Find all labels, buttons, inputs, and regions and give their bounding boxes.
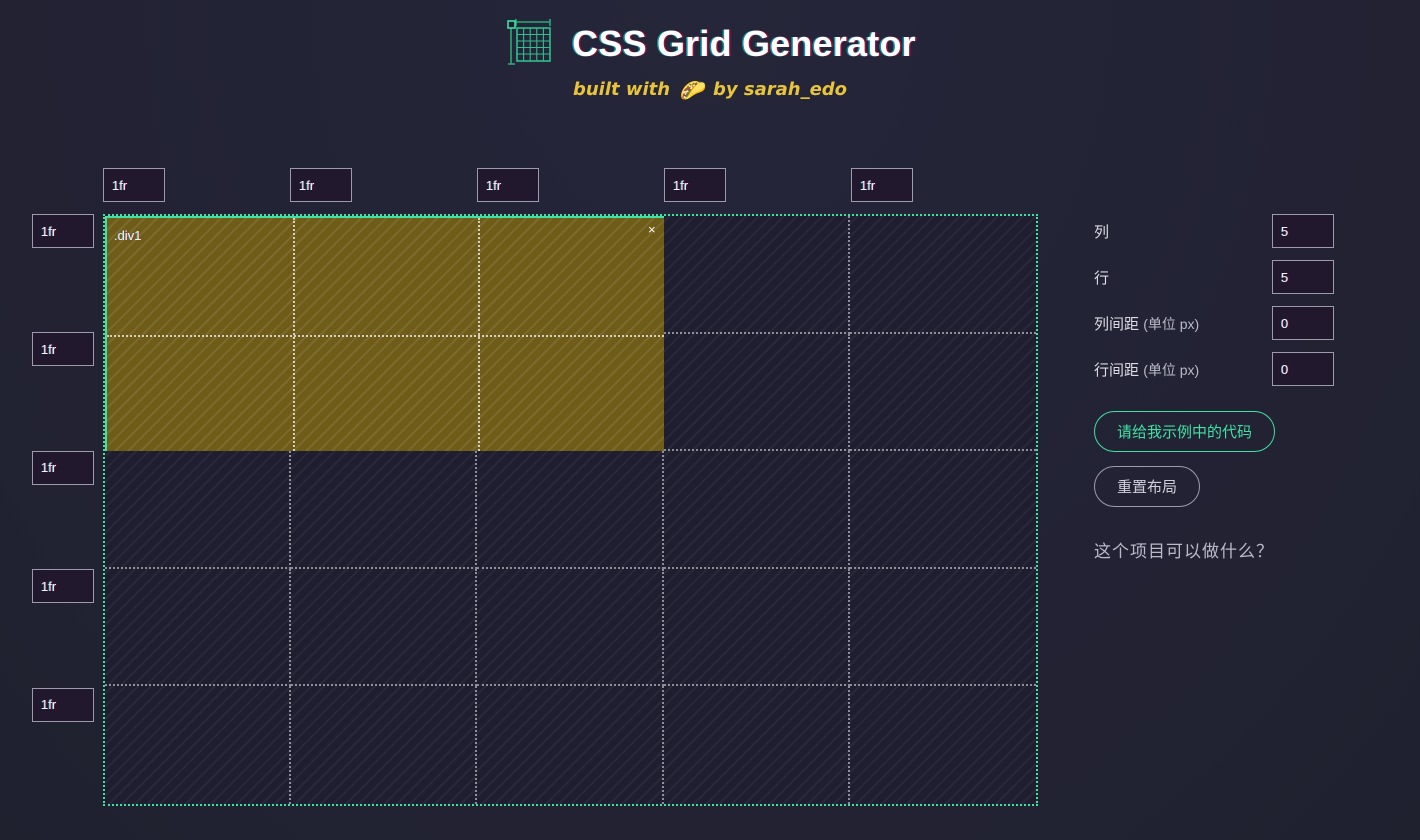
row-track-inputs [32, 214, 94, 806]
column-track-cell [851, 168, 1038, 202]
column-size-input-2[interactable] [290, 168, 352, 202]
grid-cell[interactable] [663, 216, 850, 334]
grid-cell[interactable] [477, 686, 664, 804]
title-row: CSS Grid Generator [504, 18, 916, 70]
subtitle-author: by sarah_edo [713, 79, 848, 100]
column-size-input-3[interactable] [477, 168, 539, 202]
subtitle: built with 🌮 by sarah_edo [573, 79, 847, 100]
columns-field-label: 列 [1094, 223, 1110, 241]
grid-cell[interactable] [849, 333, 1036, 452]
selected-area-label: .div1 [114, 228, 142, 243]
row-track-cell [32, 450, 94, 569]
column-track-cell [103, 168, 290, 202]
columns-field-row: 列 [1094, 214, 1334, 248]
row-track-cell [32, 332, 94, 450]
row-track-cell [32, 687, 94, 806]
row-size-input-5[interactable] [32, 687, 94, 722]
columns-input[interactable] [1272, 214, 1334, 248]
column-gap-field-label: 列间距 (单位 px) [1094, 315, 1200, 333]
grid-table-icon [504, 18, 556, 70]
grid-cell[interactable] [291, 686, 478, 804]
page-title: CSS Grid Generator [572, 23, 916, 64]
row-track-cell [32, 569, 94, 687]
show-code-button[interactable]: 请给我示例中的代码 [1094, 411, 1276, 452]
selection-divider-horizontal [107, 334, 664, 337]
column-track-cell [477, 168, 664, 202]
grid-cell[interactable] [105, 451, 292, 569]
grid-cell[interactable] [291, 451, 478, 569]
grid-cell[interactable] [849, 686, 1036, 804]
column-gap-input[interactable] [1272, 306, 1334, 340]
taco-icon: 🌮 [679, 77, 704, 102]
column-size-input-4[interactable] [664, 168, 726, 202]
column-track-cell [664, 168, 851, 202]
row-size-input-4[interactable] [32, 569, 94, 604]
rows-input[interactable] [1272, 260, 1334, 294]
settings-sidebar: 列 行 列间距 (单位 px) 行间距 (单位 px) 请给我示例中的代码 重置… [1094, 214, 1334, 562]
column-track-inputs [103, 168, 1038, 202]
grid-cell[interactable] [105, 686, 292, 804]
grid-cell[interactable] [663, 333, 850, 452]
grid-cell[interactable] [849, 216, 1036, 334]
grid-cell[interactable] [477, 451, 664, 569]
grid-cell[interactable] [663, 451, 850, 569]
rows-field-label: 行 [1094, 269, 1110, 287]
rows-field-row: 行 [1094, 260, 1334, 294]
row-size-input-2[interactable] [32, 332, 94, 367]
close-icon[interactable]: × [648, 222, 656, 237]
help-link[interactable]: 这个项目可以做什么？ [1094, 542, 1274, 561]
grid-cell[interactable] [291, 568, 478, 687]
row-size-input-3[interactable] [32, 450, 94, 485]
column-track-cell [290, 168, 477, 202]
column-gap-field-row: 列间距 (单位 px) [1094, 306, 1334, 340]
grid-cell[interactable] [663, 686, 850, 804]
row-gap-input[interactable] [1272, 352, 1334, 386]
grid-cell[interactable] [849, 451, 1036, 569]
page-header: CSS Grid Generator built with 🌮 by sarah… [0, 0, 1420, 130]
grid-preview[interactable]: .div1 × [103, 214, 1038, 806]
row-size-input-1[interactable] [32, 214, 94, 248]
grid-cell[interactable] [849, 568, 1036, 687]
column-size-input-5[interactable] [851, 168, 913, 202]
reset-layout-button[interactable]: 重置布局 [1094, 466, 1201, 507]
grid-cell[interactable] [663, 568, 850, 687]
column-size-input-1[interactable] [103, 168, 165, 202]
grid-cell[interactable] [105, 568, 292, 687]
row-track-cell [32, 214, 94, 332]
subtitle-prefix: built with [572, 79, 671, 100]
row-gap-field-label: 行间距 (单位 px) [1094, 361, 1200, 379]
row-gap-field-row: 行间距 (单位 px) [1094, 352, 1334, 386]
selected-grid-area[interactable]: .div1 × [105, 216, 664, 452]
grid-cell[interactable] [477, 568, 664, 687]
